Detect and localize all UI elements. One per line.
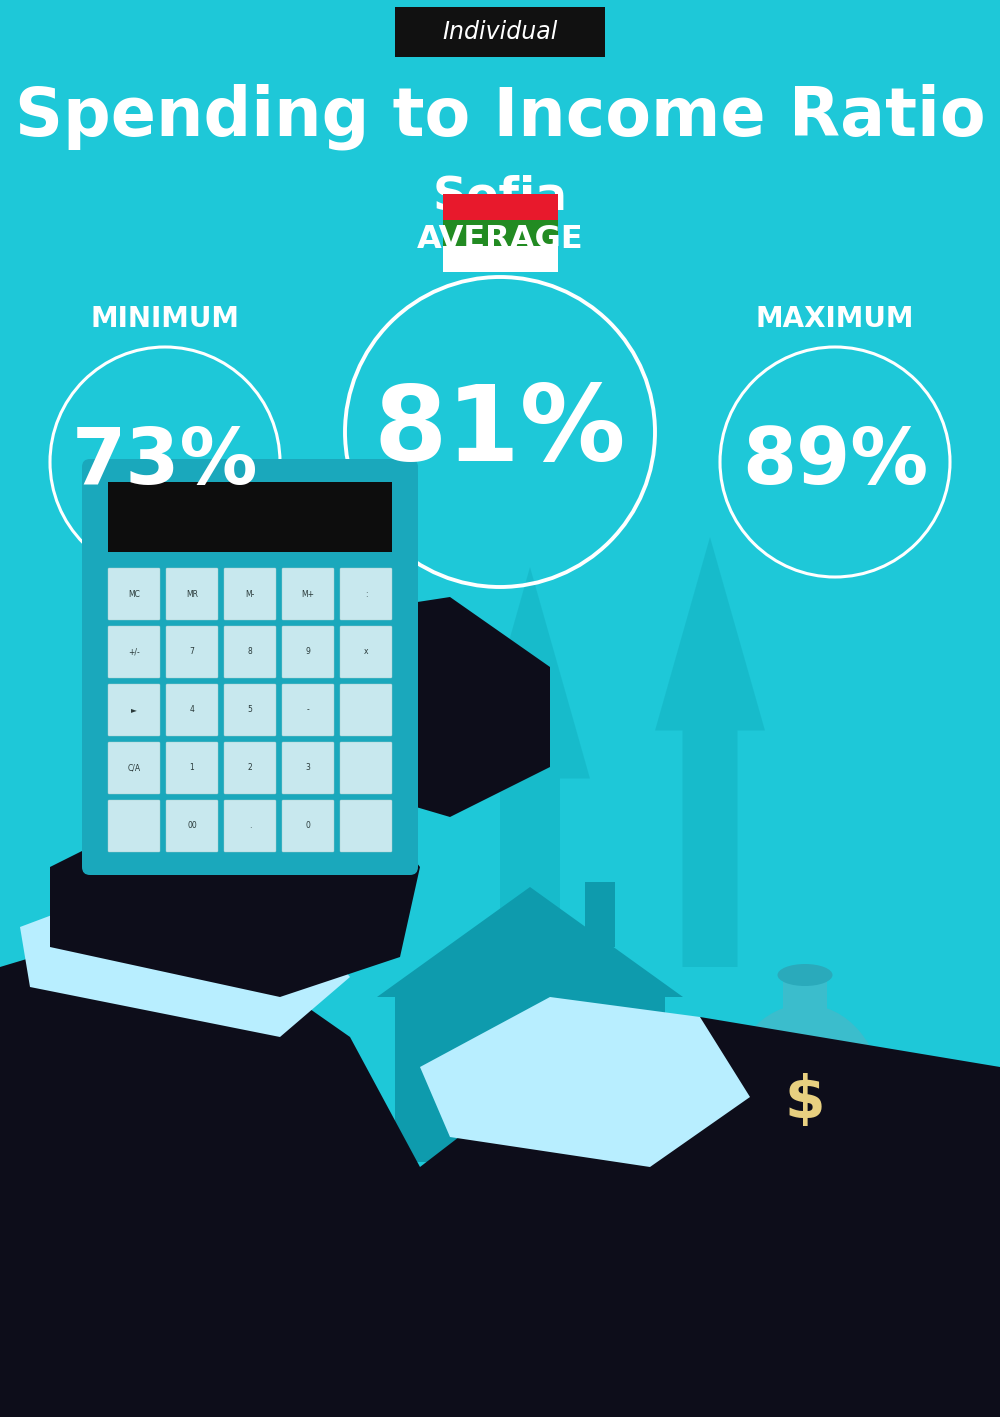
FancyBboxPatch shape (108, 801, 160, 852)
Text: C/A: C/A (127, 764, 141, 772)
Text: +/-: +/- (128, 648, 140, 656)
Text: x: x (364, 648, 368, 656)
Polygon shape (0, 937, 450, 1417)
FancyBboxPatch shape (108, 626, 160, 677)
FancyBboxPatch shape (340, 743, 392, 794)
Text: 4: 4 (190, 706, 194, 714)
FancyBboxPatch shape (282, 684, 334, 735)
Bar (442, 194, 558, 220)
Polygon shape (20, 897, 350, 1037)
FancyBboxPatch shape (108, 568, 160, 621)
Text: -: - (307, 706, 309, 714)
FancyBboxPatch shape (340, 684, 392, 735)
FancyBboxPatch shape (282, 568, 334, 621)
FancyBboxPatch shape (282, 626, 334, 677)
Polygon shape (655, 537, 765, 966)
Text: M+: M+ (302, 589, 314, 598)
Text: .: . (249, 822, 251, 830)
Text: MR: MR (186, 589, 198, 598)
Text: Sofia: Sofia (432, 174, 568, 220)
FancyBboxPatch shape (108, 684, 160, 735)
FancyBboxPatch shape (395, 7, 605, 57)
Bar (508, 1083, 552, 1162)
Bar (635, 1153, 765, 1168)
Text: ►: ► (131, 706, 137, 714)
Polygon shape (508, 1057, 552, 1083)
Polygon shape (50, 818, 420, 998)
FancyBboxPatch shape (340, 626, 392, 677)
FancyBboxPatch shape (282, 801, 334, 852)
FancyBboxPatch shape (224, 743, 276, 794)
Bar (635, 1127, 765, 1139)
FancyBboxPatch shape (282, 743, 334, 794)
Text: :: : (365, 589, 367, 598)
FancyBboxPatch shape (108, 743, 160, 794)
Text: Spending to Income Ratio: Spending to Income Ratio (15, 84, 985, 150)
Polygon shape (350, 1017, 1000, 1417)
Bar (635, 1098, 765, 1111)
Text: 7: 7 (190, 648, 194, 656)
Text: $: $ (785, 1074, 825, 1131)
Bar (442, 247, 558, 272)
Text: 81%: 81% (374, 381, 626, 483)
FancyBboxPatch shape (166, 801, 218, 852)
Bar (585, 881, 615, 947)
Polygon shape (250, 597, 550, 818)
Text: MC: MC (128, 589, 140, 598)
Text: 5: 5 (248, 706, 252, 714)
FancyBboxPatch shape (224, 684, 276, 735)
FancyBboxPatch shape (224, 801, 276, 852)
Text: 2: 2 (248, 764, 252, 772)
FancyBboxPatch shape (166, 743, 218, 794)
FancyBboxPatch shape (340, 568, 392, 621)
Text: 1: 1 (190, 764, 194, 772)
Text: MINIMUM: MINIMUM (90, 305, 240, 333)
FancyBboxPatch shape (166, 568, 218, 621)
Text: 3: 3 (306, 764, 310, 772)
FancyBboxPatch shape (224, 626, 276, 677)
Polygon shape (377, 887, 683, 998)
Text: 73%: 73% (72, 424, 258, 500)
Text: 89%: 89% (742, 424, 928, 500)
FancyBboxPatch shape (166, 684, 218, 735)
FancyBboxPatch shape (340, 801, 392, 852)
Text: 00: 00 (187, 822, 197, 830)
Polygon shape (300, 616, 410, 917)
Text: M-: M- (245, 589, 255, 598)
Bar (108, 482, 392, 553)
Text: 0: 0 (306, 822, 310, 830)
FancyBboxPatch shape (82, 459, 418, 876)
FancyBboxPatch shape (224, 568, 276, 621)
Bar (635, 1141, 765, 1153)
Bar (442, 220, 558, 247)
Text: 9: 9 (306, 648, 310, 656)
Text: MAXIMUM: MAXIMUM (756, 305, 914, 333)
Text: AVERAGE: AVERAGE (417, 224, 583, 255)
Text: Individual: Individual (442, 20, 558, 44)
Text: 8: 8 (248, 648, 252, 656)
Ellipse shape (778, 964, 833, 986)
Bar (635, 1112, 765, 1125)
Polygon shape (420, 998, 750, 1168)
FancyBboxPatch shape (166, 626, 218, 677)
Bar (783, 976, 827, 1012)
Ellipse shape (728, 1005, 883, 1189)
Bar (395, 998, 665, 1162)
Polygon shape (470, 567, 590, 1037)
